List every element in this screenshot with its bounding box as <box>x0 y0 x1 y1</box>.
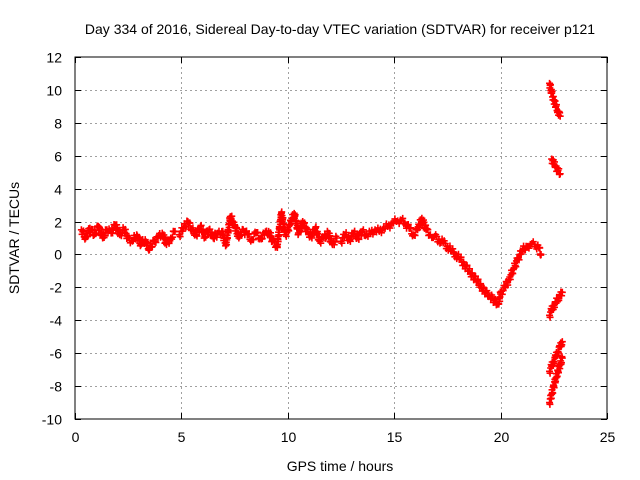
data-point-fill <box>144 239 152 247</box>
data-point-fill <box>424 226 432 234</box>
data-point-fill <box>479 283 487 291</box>
data-point-fill <box>555 349 563 357</box>
data-point-fill <box>83 233 91 241</box>
y-tick-label: -10 <box>42 412 62 428</box>
data-point-fill <box>552 101 560 109</box>
data-point-fill <box>338 239 346 247</box>
y-tick-label: 2 <box>54 215 62 231</box>
data-point-fill <box>377 229 385 237</box>
data-point-fill <box>308 234 316 242</box>
plot-frame <box>74 56 608 420</box>
data-point-fill <box>197 221 205 229</box>
data-point-fill <box>498 290 506 298</box>
y-tick-label: 4 <box>54 182 62 198</box>
x-tick-label: 20 <box>494 429 510 445</box>
data-point-fill <box>399 214 407 222</box>
data-point-fill <box>411 231 419 239</box>
y-tick-label: 0 <box>54 247 62 263</box>
data-point-fill <box>312 223 320 231</box>
grid <box>75 57 607 419</box>
data-point-fill <box>135 233 143 241</box>
data-point-fill <box>554 369 562 377</box>
y-tick-label: -6 <box>50 346 63 362</box>
data-point-fill <box>249 236 257 244</box>
data-point <box>537 250 545 258</box>
data-point-fill <box>553 372 561 380</box>
y-tick-label: 12 <box>46 50 62 66</box>
data-point-fill <box>244 231 252 239</box>
data-marks <box>77 79 566 408</box>
data-point-fill <box>549 389 557 397</box>
x-tick-label: 25 <box>600 429 616 445</box>
y-tick-label: -4 <box>50 313 63 329</box>
x-tick-label: 10 <box>281 429 297 445</box>
data-point-fill <box>474 275 482 283</box>
data-point-fill <box>386 224 394 232</box>
data-point-fill <box>186 219 194 227</box>
data-point-fill <box>359 226 367 234</box>
data-point <box>558 354 566 362</box>
data-point-fill <box>317 239 325 247</box>
data-point <box>558 288 566 296</box>
data-point-fill <box>176 233 184 241</box>
data-point-fill <box>536 244 544 252</box>
data-point-fill <box>346 237 354 245</box>
data-point <box>556 112 564 120</box>
data-point-fill <box>423 225 431 233</box>
data-point-fill <box>342 229 350 237</box>
data-point-fill <box>292 218 300 226</box>
data-point <box>490 297 498 305</box>
data-point-fill <box>555 296 563 304</box>
data-point-fill <box>407 224 415 232</box>
data-point-fill <box>193 232 201 240</box>
data-point-fill <box>477 280 485 288</box>
x-tick-label: 0 <box>72 429 80 445</box>
data-point-fill <box>331 238 339 246</box>
y-tick-label: 10 <box>46 83 62 99</box>
data-point-fill <box>557 359 565 367</box>
y-tick-label: 8 <box>54 116 62 132</box>
data-point-fill <box>301 219 309 227</box>
data-point-fill <box>449 245 457 253</box>
data-point-fill <box>525 244 533 252</box>
data-point-fill <box>521 246 529 254</box>
data-point-fill <box>232 224 240 232</box>
data-point-fill <box>483 287 491 295</box>
data-point-fill <box>550 384 558 392</box>
data-point-fill <box>96 225 104 233</box>
chart-title: Day 334 of 2016, Sidereal Day-to-day VTE… <box>85 21 595 37</box>
y-tick-label: 6 <box>54 149 62 165</box>
data-point-fill <box>466 265 474 273</box>
data-point <box>556 170 564 178</box>
y-tick-label: -2 <box>50 280 63 296</box>
data-point-fill <box>355 235 363 243</box>
data-point <box>558 338 566 346</box>
y-tick-label: -8 <box>50 379 63 395</box>
x-tick-label: 5 <box>178 429 186 445</box>
x-axis-label: GPS time / hours <box>287 458 394 474</box>
data-point-fill <box>168 233 176 241</box>
axis-ticks: 0 5 10 15 20 25 -10 -8 -6 -4 -2 0 2 4 6 8 10 12 <box>42 50 616 446</box>
data-point-fill <box>551 97 559 105</box>
data-point <box>171 227 179 235</box>
data-point-fill <box>152 238 160 246</box>
data-point <box>333 234 341 242</box>
y-axis-label: SDTVAR / TECUs <box>6 182 22 294</box>
data-point-fill <box>213 233 221 241</box>
data-point-fill <box>546 81 554 89</box>
data-point-fill <box>258 235 266 243</box>
data-point-fill <box>117 232 125 240</box>
data-point-fill <box>148 243 156 251</box>
x-tick-label: 15 <box>387 429 403 445</box>
data-point-fill <box>457 253 465 261</box>
